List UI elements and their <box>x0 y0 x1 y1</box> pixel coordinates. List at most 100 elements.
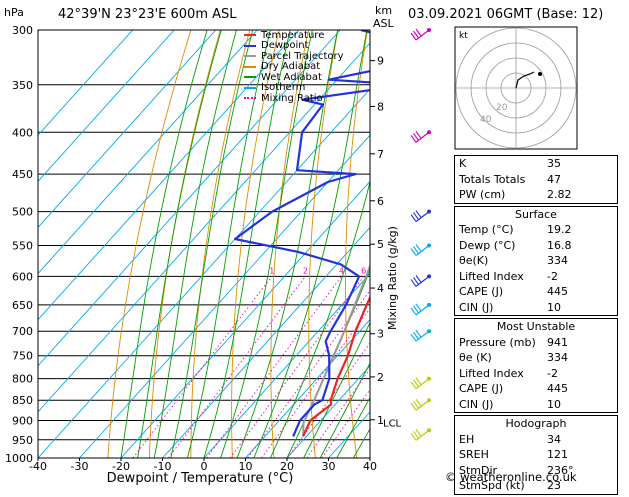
hodograph-ring-label: 20 <box>496 103 508 113</box>
asl-unit-label: ASL <box>373 17 394 30</box>
mixing-ratio-line <box>248 276 381 458</box>
index-value: 445 <box>547 284 613 300</box>
wind-barb-dot <box>427 398 431 402</box>
legend-item: Wet Adiabat <box>244 72 344 83</box>
wind-barb <box>411 303 431 315</box>
index-value: 19.2 <box>547 222 613 238</box>
legend-item: Dry Adiabat <box>244 62 344 73</box>
pressure-tick-label: 500 <box>12 206 33 219</box>
legend-label: Wet Adiabat <box>261 72 322 83</box>
index-row: CAPE (J)445 <box>455 284 617 300</box>
mixing-ratio-line <box>261 276 393 458</box>
legend-swatch <box>244 97 256 99</box>
index-label: K <box>459 156 466 172</box>
pressure-tick-label: 600 <box>12 270 33 283</box>
index-value: 10 <box>547 300 613 316</box>
index-label: Temp (°C) <box>459 222 514 238</box>
index-value: 334 <box>547 253 613 269</box>
km-tick-label: 9 <box>377 55 384 68</box>
wind-barb <box>411 274 431 286</box>
hodograph-title: Hodograph <box>455 416 617 432</box>
wet-adiabat-line <box>121 30 207 458</box>
index-label: Lifted Index <box>459 269 524 285</box>
wet-adiabat-line <box>154 30 236 458</box>
index-row: CAPE (J)445 <box>455 381 617 397</box>
index-value: 47 <box>547 172 613 188</box>
index-label: Dewp (°C) <box>459 238 515 254</box>
legend-swatch <box>244 34 256 36</box>
pressure-tick-label: 800 <box>12 373 33 386</box>
km-tick-label: 4 <box>377 282 384 295</box>
wind-barb <box>411 329 431 341</box>
legend-label: Parcel Trajectory <box>261 51 344 62</box>
mixing-ratio-label: 6 <box>361 266 366 275</box>
index-row: CIN (J)10 <box>455 397 617 413</box>
km-unit-label: km <box>375 4 392 17</box>
wind-barb <box>411 377 431 389</box>
wind-barb-dot <box>427 329 431 333</box>
isotherm-line <box>38 30 423 458</box>
wind-barb <box>411 130 431 142</box>
legend-swatch <box>244 55 256 57</box>
index-row: θe(K) 334 <box>455 253 617 269</box>
most-unstable-title: Most Unstable <box>455 319 617 335</box>
mixing-ratio-label: 1 <box>269 266 274 275</box>
index-value: -2 <box>547 269 613 285</box>
mixing-ratio-label: 4 <box>339 266 344 275</box>
mixing-ratio-label: 20 <box>431 266 441 275</box>
km-tick-label: 3 <box>377 328 384 341</box>
legend-swatch <box>244 45 256 47</box>
index-value: 334 <box>547 350 613 366</box>
mixing-ratio-axis-label: Mixing Ratio (g/kg) <box>386 226 399 330</box>
wind-barb <box>411 428 431 440</box>
wind-barb-dot <box>427 428 431 432</box>
legend-item: Isotherm <box>244 83 344 94</box>
legend-label: Dewpoint <box>261 40 309 51</box>
index-row: θe (K)334 <box>455 350 617 366</box>
pressure-tick-label: 450 <box>12 168 33 181</box>
index-row: Totals Totals 47 <box>455 172 617 188</box>
wind-barb-dot <box>427 243 431 247</box>
wind-barb-dot <box>427 274 431 278</box>
wind-barb-dot <box>427 210 431 214</box>
index-label: Totals Totals <box>459 172 525 188</box>
index-value: 941 <box>547 335 613 351</box>
pressure-tick-label: 850 <box>12 394 33 407</box>
index-label: SREH <box>459 447 489 463</box>
index-row: Pressure (mb) 941 <box>455 335 617 351</box>
temp-tick-label: 40 <box>363 460 377 473</box>
wind-barb-dot <box>427 28 431 32</box>
mixing-ratio-label: 15 <box>413 266 423 275</box>
index-row: PW (cm)2.82 <box>455 187 617 203</box>
pressure-tick-label: 750 <box>12 350 33 363</box>
index-label: CIN (J) <box>459 300 493 316</box>
index-label: Lifted Index <box>459 366 524 382</box>
pressure-tick-label: 650 <box>12 299 33 312</box>
pressure-tick-label: 350 <box>12 79 33 92</box>
index-label: Pressure (mb) <box>459 335 536 351</box>
km-tick-label: 5 <box>377 238 384 251</box>
legend-item: Parcel Trajectory <box>244 51 344 62</box>
mixing-ratio-line <box>168 276 305 458</box>
legend-label: Dry Adiabat <box>261 61 320 72</box>
index-value: 10 <box>547 397 613 413</box>
km-tick-label: 7 <box>377 148 384 161</box>
wind-barb-dot <box>427 130 431 134</box>
index-row: Dewp (°C)16.8 <box>455 238 617 254</box>
temp-tick-label: -40 <box>29 460 47 473</box>
index-label: θe(K) <box>459 253 488 269</box>
pressure-tick-label: 400 <box>12 126 33 139</box>
index-row: Lifted Index -2 <box>455 269 617 285</box>
hodograph-storm-motion <box>538 72 542 76</box>
wet-adiabat-line <box>138 30 222 458</box>
pressure-tick-label: 700 <box>12 325 33 338</box>
index-value: 445 <box>547 381 613 397</box>
legend-swatch <box>244 66 256 68</box>
